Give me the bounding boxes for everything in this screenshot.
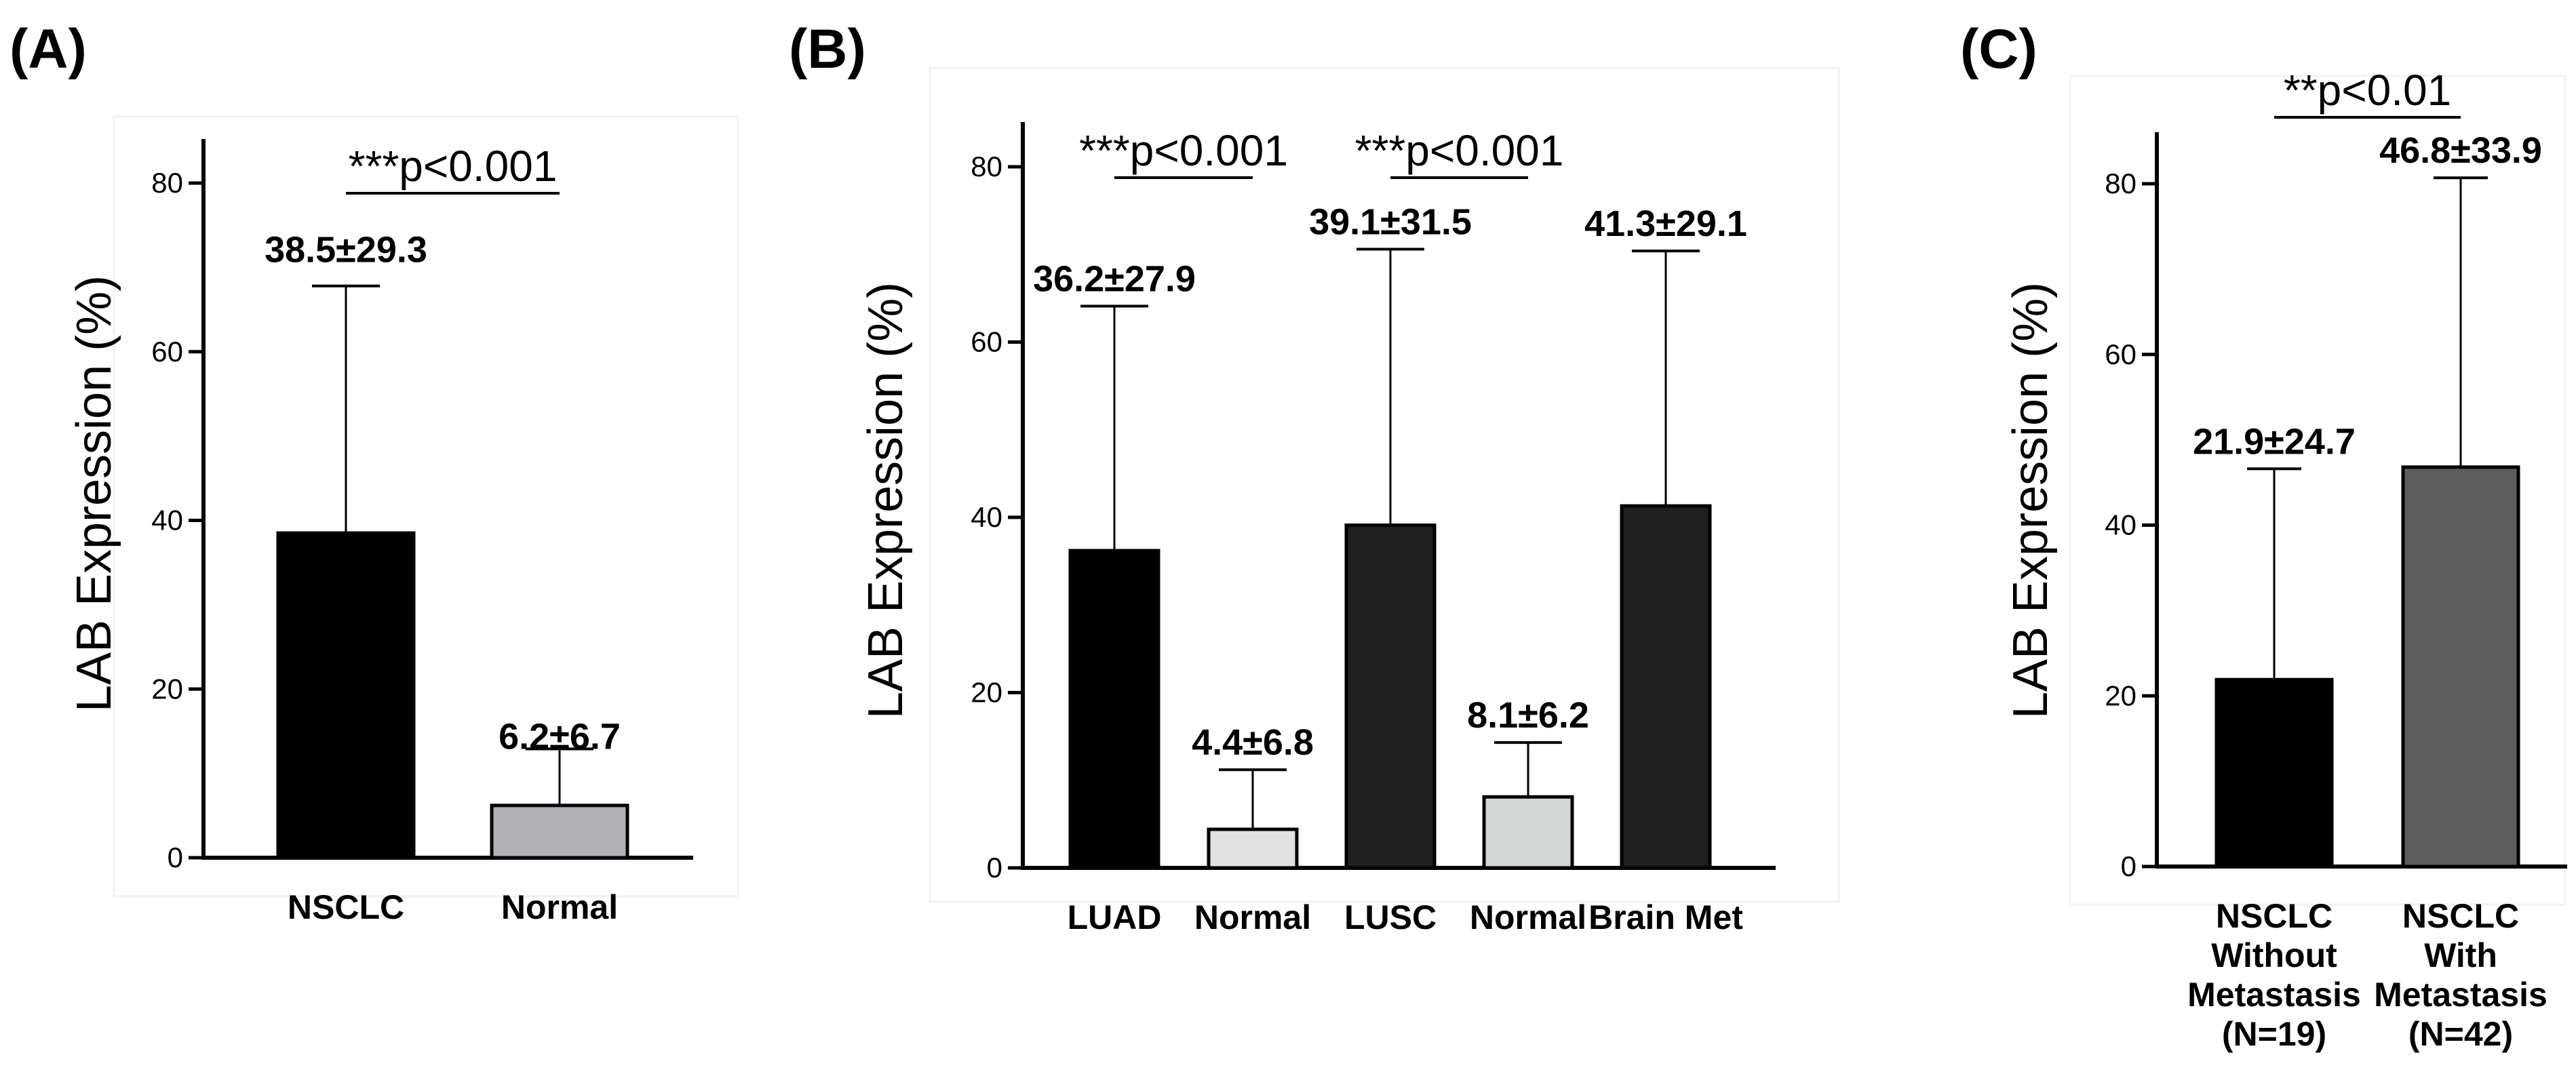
panel-c-frame (2069, 75, 2567, 906)
panel-c-category-label: Without (2211, 936, 2337, 974)
panel-a-y-tick-label: 60 (151, 336, 183, 367)
panel-c-bars: 21.9±24.7NSCLCWithoutMetastasis(N=19)46.… (2187, 130, 2548, 1053)
panel-a-y-tick-label: 0 (168, 841, 183, 873)
panel-b-bar (1207, 827, 1299, 870)
panel-b-category-label: LUSC (1344, 898, 1437, 936)
panel-a-frame (113, 115, 739, 898)
panel-c-value-label: 21.9±24.7 (2193, 421, 2356, 462)
panel-a-y-tick-label: 80 (151, 167, 183, 199)
panel-c-y-axis-label: LAB Expression (%) (2004, 282, 2058, 719)
panel-c-category-label: NSCLC (2216, 897, 2333, 935)
panel-b-frame (929, 66, 1840, 903)
panel-c-bar (2214, 677, 2334, 869)
panel-a-y-ticks: 0 20 40 60 80 (151, 167, 203, 873)
panel-a-category-label: Normal (501, 888, 618, 926)
panel-b-y-tick-label: 0 (987, 852, 1002, 883)
panel-b-significance: ***p<0.001 ***p<0.001 (1079, 126, 1564, 179)
panel-b-bars: 36.2±27.9 LUAD 4.4±6.8 Normal 39.1±31.5 LUSC 8… (1033, 201, 1747, 936)
panel-c-category-label: Metastasis (2374, 976, 2548, 1014)
panel-b-y-axis-label: LAB Expression (%) (859, 282, 913, 719)
panel-a-value-label: 6.2±6.7 (499, 717, 621, 757)
panel-b-value-label: 41.3±29.1 (1584, 203, 1747, 244)
panel-b-category-label: LUAD (1068, 898, 1162, 936)
panel-c-significance-label: **p<0.01 (2284, 66, 2451, 115)
panel-a-significance: ***p<0.001 (346, 142, 560, 195)
panel-b-category-label: Brain Met (1588, 898, 1743, 936)
panel-c-y-tick-label: 40 (2105, 509, 2136, 541)
panel-b-bar (1344, 523, 1437, 870)
panel-b-y-tick-label: 20 (971, 677, 1002, 709)
panel-b-category-label: Normal (1194, 898, 1311, 936)
panel-c-y-tick-label: 80 (2105, 167, 2136, 199)
panel-c-category-label: (N=19) (2222, 1015, 2326, 1053)
panel-b-letter: (B) (789, 18, 866, 80)
panel-c-letter: (C) (1960, 18, 2037, 80)
panel-c-category-label: (N=42) (2408, 1015, 2513, 1053)
panel-a-letter: (A) (9, 18, 87, 80)
panel-b-value-label: 4.4±6.8 (1192, 722, 1314, 763)
panel-a-y-axis-label: LAB Expression (%) (67, 275, 121, 712)
panel-b-y-tick-label: 80 (971, 151, 1002, 182)
panel-c-bar (2401, 465, 2520, 869)
panel-c-category-label: NSCLC (2402, 897, 2519, 935)
panel-c-y-tick-label: 20 (2105, 679, 2136, 711)
panel-a-value-label: 38.5±29.3 (265, 230, 427, 271)
panel-c-category-label: With (2424, 936, 2497, 974)
panel-b-y-tick-label: 60 (971, 326, 1002, 358)
panel-b-value-label: 8.1±6.2 (1467, 695, 1589, 736)
panel-b-significance-label: ***p<0.001 (1079, 126, 1288, 175)
panel-b-bar (1620, 504, 1712, 870)
panel-a-y-tick-label: 40 (151, 504, 183, 536)
panel-c-y-tick-label: 60 (2105, 338, 2136, 370)
panel-a: (A) LAB Expression (%) 0 20 40 60 80 38.5±29… (9, 18, 739, 926)
panel-b-value-label: 39.1±31.5 (1309, 201, 1472, 242)
panel-b-significance-label: ***p<0.001 (1355, 126, 1564, 175)
panel-b-category-label: Normal (1470, 898, 1586, 936)
panel-a-bar (276, 531, 416, 860)
panel-c-category-label: Metastasis (2187, 976, 2361, 1014)
panel-b-bar (1482, 795, 1574, 870)
panel-b-value-label: 36.2±27.9 (1033, 259, 1196, 300)
panel-c: (C) LAB Expression (%) 0 20 40 60 80 21.9±24… (1960, 18, 2567, 1053)
panel-b-y-tick-label: 40 (971, 501, 1002, 533)
panel-a-significance-label: ***p<0.001 (349, 142, 558, 191)
panel-c-y-tick-label: 0 (2121, 850, 2136, 882)
panel-a-bar (490, 803, 629, 860)
panel-b: (B) LAB Expression (%) 0 20 40 60 80 36.2±27… (789, 18, 1840, 936)
panel-b-bar (1068, 549, 1160, 870)
panel-b-y-ticks: 0 20 40 60 80 (971, 151, 1023, 883)
panel-c-value-label: 46.8±33.9 (2379, 130, 2542, 171)
panel-a-category-label: NSCLC (288, 888, 404, 926)
panel-c-significance: **p<0.01 (2274, 66, 2461, 119)
panel-c-y-ticks: 0 20 40 60 80 (2105, 167, 2157, 882)
panel-a-y-tick-label: 20 (151, 673, 183, 704)
panel-a-bars: 38.5±29.3 NSCLC 6.2±6.7 Normal (265, 230, 629, 926)
